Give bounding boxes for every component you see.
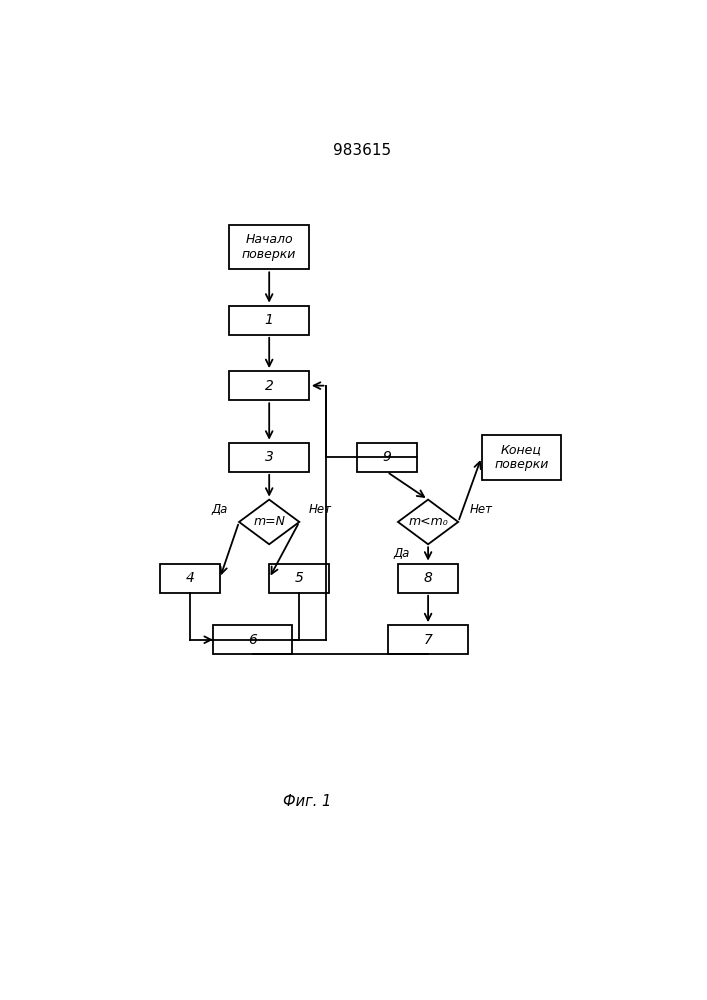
FancyBboxPatch shape — [230, 371, 309, 400]
Text: Начало
поверки: Начало поверки — [242, 233, 296, 261]
FancyBboxPatch shape — [160, 564, 220, 593]
Text: 4: 4 — [185, 571, 194, 585]
Text: m=N: m=N — [253, 515, 285, 528]
Text: 983615: 983615 — [333, 143, 392, 158]
FancyBboxPatch shape — [269, 564, 329, 593]
Text: 8: 8 — [423, 571, 433, 585]
Text: 9: 9 — [382, 450, 392, 464]
Text: 1: 1 — [264, 313, 274, 327]
FancyBboxPatch shape — [230, 443, 309, 472]
Text: Нет: Нет — [309, 503, 332, 516]
Polygon shape — [398, 500, 458, 544]
FancyBboxPatch shape — [388, 625, 468, 654]
Text: 7: 7 — [423, 633, 433, 647]
FancyBboxPatch shape — [398, 564, 458, 593]
FancyBboxPatch shape — [357, 443, 417, 472]
Text: 2: 2 — [264, 379, 274, 393]
Text: 5: 5 — [295, 571, 304, 585]
Text: Фиг. 1: Фиг. 1 — [284, 794, 332, 809]
FancyBboxPatch shape — [481, 435, 561, 480]
Text: m<m₀: m<m₀ — [408, 515, 448, 528]
Text: Конец
поверки: Конец поверки — [494, 443, 549, 471]
FancyBboxPatch shape — [230, 306, 309, 335]
Polygon shape — [239, 500, 299, 544]
FancyBboxPatch shape — [230, 225, 309, 269]
Text: Да: Да — [394, 547, 410, 560]
Text: 6: 6 — [248, 633, 257, 647]
Text: Да: Да — [211, 503, 228, 516]
Text: 3: 3 — [264, 450, 274, 464]
FancyBboxPatch shape — [213, 625, 293, 654]
Text: Нет: Нет — [469, 503, 493, 516]
